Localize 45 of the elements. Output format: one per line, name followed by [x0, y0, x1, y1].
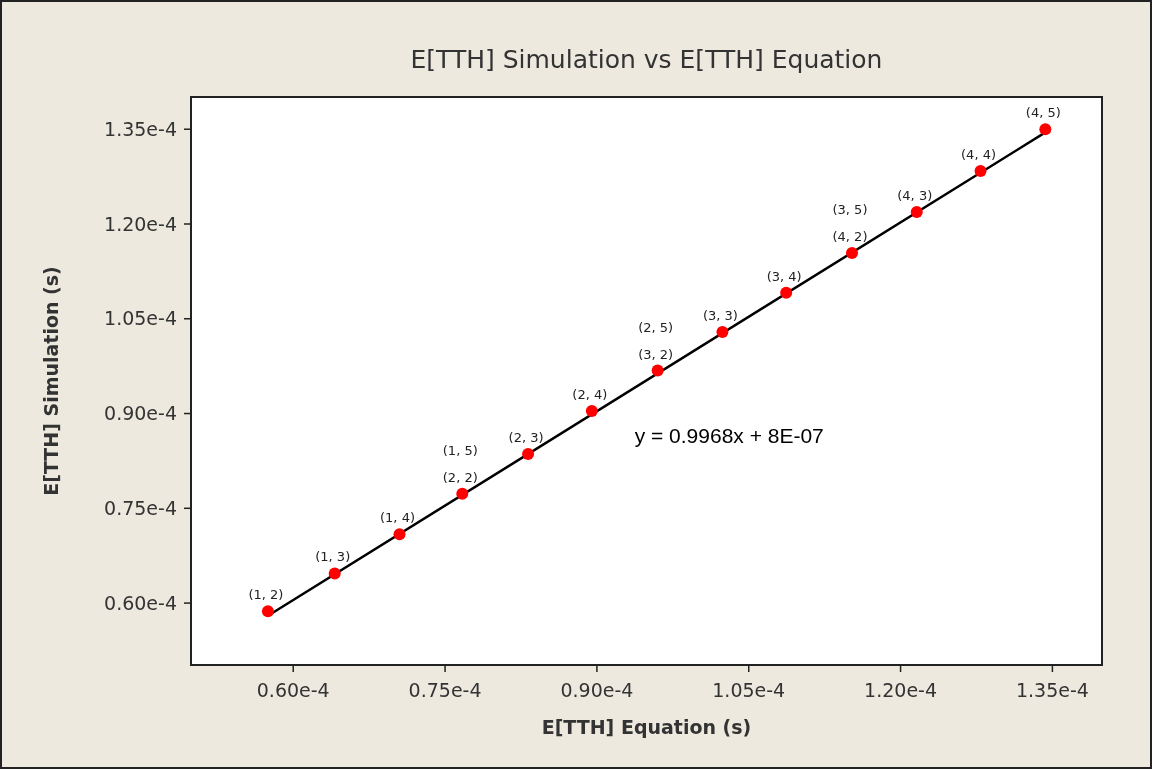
point — [845, 247, 858, 260]
point — [651, 364, 664, 377]
annotation: y = 0.9968x + 8E-07 — [634, 424, 824, 448]
y-axis-title: E[TTH] Simulation (s) — [40, 266, 62, 496]
point — [261, 605, 274, 618]
x-tick-label: 1.35e-4 — [1015, 679, 1089, 701]
point — [328, 567, 341, 580]
x-tick-label: 0.75e-4 — [408, 679, 482, 701]
annotation: (2, 3) — [508, 429, 544, 445]
point — [974, 164, 987, 177]
annotation: (2, 4) — [572, 387, 608, 403]
y-tick-label: 0.90e-4 — [104, 402, 177, 425]
y-tick-label: 1.20e-4 — [104, 212, 177, 235]
point — [1039, 123, 1052, 136]
point — [456, 487, 469, 500]
point — [522, 447, 535, 460]
x-axis-title: E[TTH] Equation (s) — [541, 716, 752, 738]
annotation: (3, 5) — [832, 202, 868, 218]
chart-title: E[TTH] Simulation vs E[TTH] Equation — [410, 45, 883, 74]
point — [393, 528, 406, 541]
point — [585, 405, 598, 417]
x-tick-label: 1.20e-4 — [864, 679, 938, 701]
annotation: (4, 3) — [897, 187, 933, 203]
point — [910, 206, 923, 218]
y-tick-label: 1.05e-4 — [104, 307, 177, 330]
annotation: (3, 2) — [638, 346, 674, 362]
annotation: (4, 4) — [961, 146, 997, 162]
y-tick-label: 1.35e-4 — [104, 117, 177, 140]
annotation: (1, 2) — [248, 587, 284, 603]
annotation: (1, 5) — [442, 442, 478, 458]
annotation: (3, 4) — [766, 268, 802, 284]
x-tick-label: 1.05e-4 — [712, 679, 786, 701]
annotation: (3, 3) — [702, 308, 738, 324]
annotation: (4, 2) — [832, 229, 868, 245]
y-tick-label: 0.60e-4 — [104, 591, 177, 614]
y-tick-label: 0.75e-4 — [104, 496, 177, 519]
point — [780, 286, 793, 299]
annotation: (1, 4) — [380, 510, 415, 526]
annotation: (2, 2) — [442, 469, 478, 485]
annotation: (2, 5) — [638, 319, 674, 335]
annotation: (1, 3) — [315, 549, 351, 565]
annotation: (4, 5) — [1025, 105, 1061, 121]
point — [716, 326, 729, 339]
x-tick-label: 0.60e-4 — [256, 679, 330, 701]
x-tick-label: 0.90e-4 — [560, 679, 634, 701]
